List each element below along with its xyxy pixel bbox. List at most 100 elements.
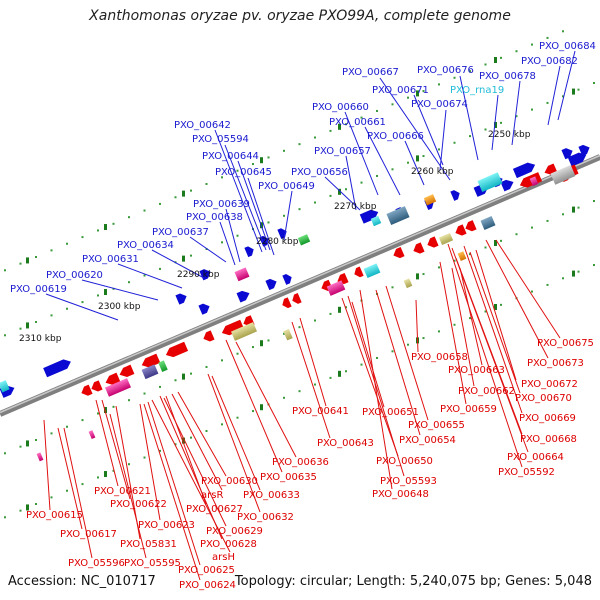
gene-label[interactable]: PXO_00643 (317, 438, 374, 449)
gene-feature[interactable] (88, 430, 96, 440)
gene-label[interactable]: PXO_00674 (411, 99, 468, 110)
gene-feature[interactable] (201, 330, 215, 343)
gene-label[interactable]: arsH (212, 552, 235, 563)
gene-feature[interactable] (79, 384, 93, 398)
gene-feature[interactable] (297, 234, 311, 246)
gene-label[interactable]: PXO_00669 (519, 413, 576, 424)
gene-feature[interactable] (512, 160, 537, 179)
gene-feature[interactable] (423, 194, 437, 206)
gene-label[interactable]: PXO_00644 (202, 151, 259, 162)
gene-label[interactable]: PXO_00645 (215, 167, 272, 178)
gene-label[interactable]: PXO_00624 (179, 580, 236, 591)
gene-feature[interactable] (231, 322, 257, 341)
gene-feature[interactable] (438, 232, 454, 246)
gene-feature[interactable] (363, 263, 381, 279)
gene-feature[interactable] (391, 246, 405, 260)
gene-feature[interactable] (578, 143, 591, 157)
gene-label[interactable]: PXO_00625 (178, 565, 235, 576)
gene-label[interactable]: PXO_00623 (138, 520, 195, 531)
gene-feature[interactable] (140, 353, 161, 370)
gene-label[interactable]: PXO_00634 (117, 240, 174, 251)
gene-feature[interactable] (463, 220, 477, 233)
gene-label[interactable]: PXO_00639 (193, 199, 250, 210)
gene-feature[interactable] (175, 291, 188, 305)
gene-label[interactable]: PXO_00629 (206, 526, 263, 537)
gene-label[interactable]: PXO_05831 (120, 539, 177, 550)
gene-feature[interactable] (234, 267, 250, 282)
gene-label[interactable]: arsR (201, 490, 223, 501)
gene-feature[interactable] (236, 289, 252, 303)
gene-feature[interactable] (567, 150, 588, 167)
gene-feature[interactable] (550, 165, 576, 185)
gene-label[interactable]: PXO_00615 (26, 510, 83, 521)
gene-feature[interactable] (290, 293, 302, 305)
gene-label[interactable]: PXO_00675 (537, 338, 594, 349)
gene-feature[interactable] (500, 177, 516, 192)
gene-feature[interactable] (104, 372, 121, 388)
gene-label[interactable]: PXO_00656 (291, 167, 348, 178)
gene-label[interactable]: PXO_00630 (201, 476, 258, 487)
gene-label[interactable]: PXO_00666 (367, 131, 424, 142)
gene-label[interactable]: PXO_00648 (372, 489, 429, 500)
gene-feature[interactable] (283, 328, 293, 341)
gene-label[interactable]: PXO_00660 (312, 102, 369, 113)
gene-feature[interactable] (326, 280, 346, 296)
gene-feature[interactable] (561, 146, 574, 160)
gene-label[interactable]: PXO_00664 (507, 452, 564, 463)
gene-feature[interactable] (457, 251, 467, 261)
gene-label[interactable]: PXO_rna19 (450, 85, 504, 96)
gene-label[interactable]: PXO_00631 (82, 254, 139, 265)
gene-feature[interactable] (265, 277, 278, 291)
gene-feature[interactable] (282, 272, 293, 285)
gene-label[interactable]: PXO_00671 (372, 85, 429, 96)
gene-feature[interactable] (141, 364, 159, 380)
gene-feature[interactable] (158, 360, 168, 372)
gene-feature[interactable] (36, 452, 44, 462)
gene-label[interactable]: PXO_00636 (272, 457, 329, 468)
gene-label[interactable]: PXO_00654 (399, 435, 456, 446)
gene-feature[interactable] (403, 278, 413, 289)
gene-feature[interactable] (529, 176, 539, 187)
gene-feature[interactable] (105, 378, 131, 397)
gene-feature[interactable] (244, 245, 255, 258)
gene-feature[interactable] (386, 206, 410, 225)
gene-label[interactable]: PXO_00617 (60, 529, 117, 540)
gene-label[interactable]: PXO_00655 (408, 420, 465, 431)
gene-label[interactable]: PXO_00637 (152, 227, 209, 238)
gene-feature[interactable] (370, 215, 382, 227)
gene-feature[interactable] (453, 224, 467, 237)
gene-label[interactable]: PXO_00663 (448, 365, 505, 376)
gene-label[interactable]: PXO_00621 (94, 486, 151, 497)
gene-label[interactable]: PXO_00668 (520, 434, 577, 445)
gene-feature[interactable] (198, 302, 211, 315)
gene-label[interactable]: PXO_00620 (46, 270, 103, 281)
gene-label[interactable]: PXO_00659 (440, 404, 497, 415)
gene-label[interactable]: PXO_00657 (314, 146, 371, 157)
gene-label[interactable]: PXO_00641 (292, 406, 349, 417)
gene-label[interactable]: PXO_00672 (521, 379, 578, 390)
gene-feature[interactable] (411, 242, 425, 255)
gene-label[interactable]: PXO_00650 (376, 456, 433, 467)
gene-label[interactable]: PXO_05593 (380, 476, 437, 487)
gene-feature[interactable] (359, 207, 380, 224)
gene-label[interactable]: PXO_00682 (521, 56, 578, 67)
gene-feature[interactable] (280, 297, 292, 309)
gene-label[interactable]: PXO_00622 (110, 499, 167, 510)
gene-label[interactable]: PXO_00684 (539, 41, 596, 52)
gene-label[interactable]: PXO_00667 (342, 67, 399, 78)
gene-label[interactable]: PXO_00662 (458, 386, 515, 397)
gene-feature[interactable] (89, 380, 103, 393)
gene-label[interactable]: PXO_00635 (260, 472, 317, 483)
gene-feature[interactable] (0, 380, 10, 393)
gene-feature[interactable] (352, 266, 364, 278)
gene-label[interactable]: PXO_00651 (362, 407, 419, 418)
gene-label[interactable]: PXO_00676 (417, 65, 474, 76)
gene-label[interactable]: PXO_00649 (258, 181, 315, 192)
gene-label[interactable]: PXO_00633 (243, 490, 300, 501)
gene-feature[interactable] (164, 341, 189, 360)
gene-label[interactable]: PXO_00632 (237, 512, 294, 523)
gene-label[interactable]: PXO_00619 (10, 284, 67, 295)
gene-feature[interactable] (220, 319, 245, 338)
gene-label[interactable]: PXO_00678 (479, 71, 536, 82)
gene-label[interactable]: PXO_05596 (68, 558, 125, 569)
